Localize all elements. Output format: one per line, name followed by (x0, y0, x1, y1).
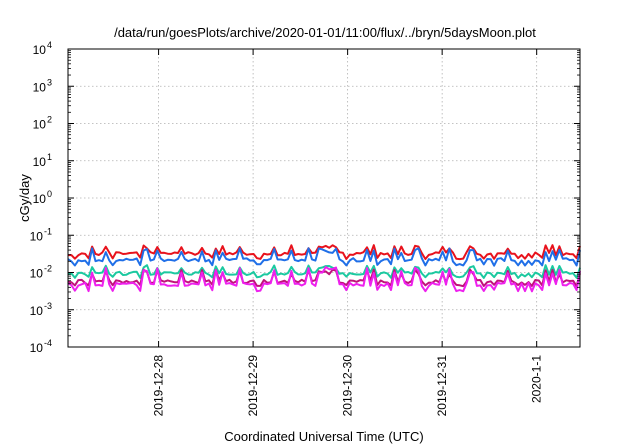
series-line-2 (67, 247, 581, 267)
y-tick-label: 101 (33, 152, 52, 169)
grid-lines (68, 49, 580, 347)
series-line-5 (67, 266, 581, 293)
x-tick-label: 2019-12-28 (152, 355, 166, 417)
y-tick-label: 10-2 (30, 264, 52, 281)
y-tick-exponent: 2 (47, 115, 52, 125)
y-tick-label: 104 (33, 40, 52, 57)
y-tick-exponent: 0 (47, 189, 52, 199)
series-lines (67, 244, 581, 293)
y-tick-exponent: -4 (44, 338, 52, 348)
chart-title: /data/run/goesPlots/archive/2020-01-01/1… (114, 25, 536, 40)
y-tick-exponent: -2 (44, 264, 52, 274)
axis-ticks: 10-410-310-210-11001011021031042019-12-2… (30, 40, 580, 416)
y-tick-label: 102 (33, 115, 52, 132)
x-tick-label: 2019-12-31 (435, 355, 449, 417)
x-tick-label: 2020-1-1 (530, 355, 544, 403)
y-tick-label: 10-4 (30, 338, 52, 355)
x-tick-label: 2019-12-30 (341, 355, 355, 417)
y-tick-label: 10-3 (30, 301, 52, 318)
y-tick-exponent: 1 (47, 152, 52, 162)
series-line-1 (68, 244, 581, 261)
y-tick-exponent: -1 (44, 226, 52, 236)
x-tick-label: 2019-12-29 (246, 355, 260, 417)
y-tick-label: 100 (33, 189, 52, 206)
y-tick-exponent: -3 (44, 301, 52, 311)
y-tick-label: 103 (33, 77, 52, 94)
y-axis-label: cGy/day (17, 174, 32, 222)
series-line-3 (67, 264, 581, 279)
y-tick-label: 10-1 (30, 226, 52, 243)
y-tick-exponent: 3 (47, 77, 52, 87)
x-axis-label: Coordinated Universal Time (UTC) (224, 429, 423, 444)
y-tick-exponent: 4 (47, 40, 52, 50)
